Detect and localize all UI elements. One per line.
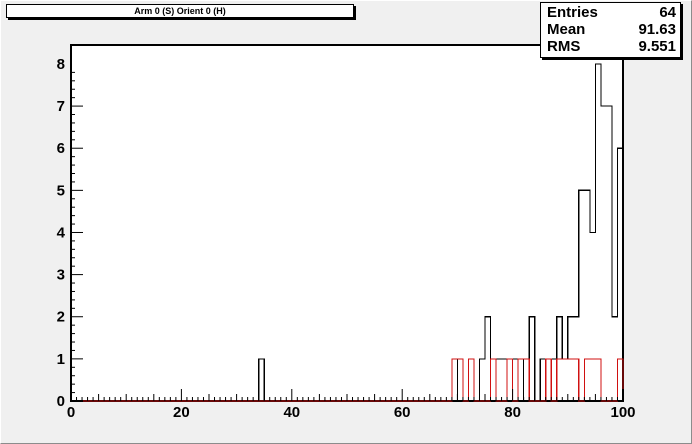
histogram-bin-s1-12 (584, 359, 590, 401)
histogram-bin-s0-4 (496, 359, 502, 401)
histogram-bin-s0-19 (595, 64, 601, 401)
histogram-bin-s0-6 (513, 359, 519, 401)
histogram-bin-s1-3 (491, 359, 497, 401)
y-tick-label-5: 5 (57, 182, 65, 199)
histogram-bin-s1-10 (568, 359, 574, 401)
histogram-bin-s1-14 (595, 359, 601, 401)
histogram-bin-s1-4 (507, 359, 513, 401)
y-tick-label-6: 6 (57, 140, 65, 157)
histogram-bin-s1-2 (468, 359, 474, 401)
histogram-bin-s0-0 (259, 359, 265, 401)
stats-entries-value: 64 (659, 4, 676, 21)
histogram-bin-s0-8 (529, 317, 535, 401)
histogram-title: Arm 0 (S) Orient 0 (H) (6, 4, 354, 18)
stats-mean-label: Mean (547, 21, 586, 38)
stats-rms-value: 9.551 (638, 38, 676, 55)
x-tick-label-3: 60 (394, 404, 411, 421)
stats-entries-label: Entries (547, 4, 598, 21)
histogram-bin-s1-5 (518, 359, 524, 401)
x-tick-label-0: 0 (67, 404, 75, 421)
y-tick-label-8: 8 (57, 56, 65, 73)
y-tick-label-4: 4 (57, 224, 66, 241)
stats-mean-value: 91.63 (638, 21, 676, 38)
histogram-bin-s1-11 (573, 359, 579, 401)
histogram-bin-s0-11 (551, 359, 557, 401)
stats-row-entries: Entries 64 (547, 4, 676, 22)
histogram-bin-s1-6 (524, 359, 530, 401)
histogram-bin-s1-13 (590, 359, 596, 401)
histogram-bin-s0-5 (502, 359, 508, 401)
stats-rms-label: RMS (547, 38, 581, 55)
x-tick-label-1: 20 (173, 404, 190, 421)
x-tick-label-2: 40 (283, 404, 300, 421)
histogram-bin-s0-16 (579, 190, 585, 401)
stats-row-rms: RMS 9.551 (547, 38, 676, 56)
stats-box: Entries 64 Mean 91.63 RMS 9.551 (540, 2, 681, 58)
y-tick-label-3: 3 (57, 267, 65, 284)
histogram-bin-s0-20 (601, 106, 607, 401)
y-tick-label-1: 1 (57, 351, 65, 368)
histogram-bin-s1-8 (557, 359, 563, 401)
x-tick-label-4: 80 (504, 404, 521, 421)
histogram-bin-s0-3 (485, 317, 491, 401)
histogram-bin-s1-15 (617, 359, 623, 401)
histogram-bin-s0-9 (540, 359, 546, 401)
histogram-bin-s0-22 (612, 317, 618, 401)
histogram-bin-s1-7 (546, 359, 552, 401)
stats-row-mean: Mean 91.63 (547, 21, 676, 39)
plot-frame (70, 44, 624, 402)
histogram-bin-s1-9 (562, 359, 568, 401)
y-tick-label-7: 7 (57, 98, 65, 115)
histogram-bin-s0-2 (479, 359, 485, 401)
y-tick-label-2: 2 (57, 309, 65, 326)
y-tick-label-0: 0 (57, 393, 65, 410)
histogram-bin-s1-1 (457, 359, 463, 401)
histogram-bin-s0-21 (606, 106, 612, 401)
histogram-bin-s1-0 (452, 359, 458, 401)
x-tick-label-5: 100 (610, 404, 635, 421)
